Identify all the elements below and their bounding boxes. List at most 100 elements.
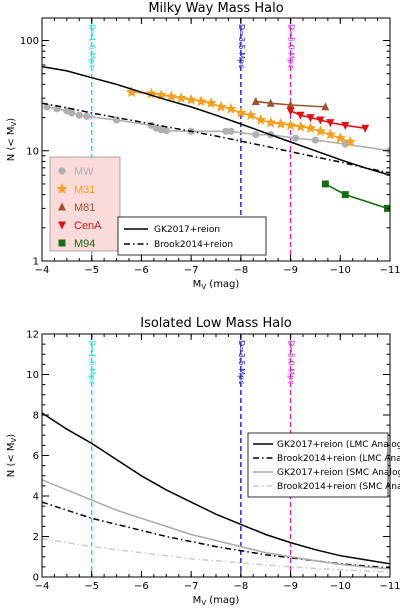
galaxy-point-m31 (274, 118, 287, 129)
x-tick-label: −8 (233, 265, 248, 276)
x-tick-label: −9 (283, 581, 298, 592)
galaxy-point-m31 (125, 86, 138, 97)
galaxy-legend-marker (56, 183, 68, 194)
y-axis-label: N (< MV) (6, 434, 18, 478)
distance-label: D=3.5 Mpc (237, 24, 246, 69)
galaxy-point-m31 (195, 95, 207, 107)
galaxy-legend-label: CenA (74, 220, 102, 232)
galaxy-point-m31 (324, 128, 336, 140)
chart-title: Isolated Low Mass Halo (140, 316, 292, 331)
x-axis-label-unit: (mag) (206, 595, 239, 606)
galaxy-point-m94 (321, 180, 329, 188)
model-legend-label: GK2017+reion (SMC Analogs) (277, 468, 400, 478)
series-line-0 (42, 412, 390, 565)
galaxy-point-m31 (265, 116, 277, 128)
x-tick-label: −9 (283, 265, 298, 276)
galaxy-point-mw (311, 136, 320, 144)
galaxy-point-mw (83, 112, 91, 120)
x-axis-label-sub: V (201, 283, 206, 291)
distance-label: D=5.0 Mpc (287, 340, 296, 385)
y-tick-label: 0 (33, 573, 39, 584)
y-tick-label: 10 (26, 146, 39, 157)
galaxy-point-mw (227, 127, 235, 135)
plot-area (42, 18, 390, 261)
galaxy-legend-label: M31 (74, 184, 95, 196)
y-tick-label: 4 (33, 492, 39, 503)
y-axis-label-close: ) (6, 118, 17, 122)
galaxy-point-m81 (286, 100, 295, 109)
y-axis-label-close: ) (6, 434, 17, 438)
model-legend-label: Brook2014+reion (LMC Analogs) (277, 454, 400, 464)
x-tick-label: −8 (233, 581, 248, 592)
galaxy-point-cena (296, 111, 305, 120)
galaxy-point-cena (306, 114, 315, 123)
distance-label: D=3.5 Mpc (237, 340, 246, 385)
model-legend-label: GK2017+reion (LMC Analogs) (277, 440, 400, 450)
x-tick-label: −4 (35, 265, 50, 276)
x-axis-label-sub: V (201, 599, 206, 607)
y-axis-label-main: N (< M (6, 126, 17, 161)
galaxy-point-cena (341, 121, 350, 130)
y-tick-label: 100 (20, 36, 39, 47)
galaxy-point-m31 (255, 114, 267, 125)
series-line-1 (42, 102, 390, 174)
galaxy-legend-marker (58, 167, 66, 175)
x-tick-label: −10 (330, 581, 351, 592)
galaxy-point-m94 (341, 191, 349, 199)
x-axis-label: MV (mag) (193, 279, 240, 291)
y-axis-label-sub: V (10, 121, 18, 126)
y-axis-label-main: N (< M (6, 442, 17, 477)
x-tick-label: −11 (379, 265, 400, 276)
panel-milky-way: Milky Way Mass Halo D=1.5 Mpc D=3.5 Mpc D=5… (6, 1, 400, 291)
distance-label: D=1.5 Mpc (88, 340, 97, 385)
x-tick-label: −5 (84, 581, 99, 592)
y-tick-label: 1 (33, 257, 39, 268)
x-tick-label: −10 (330, 265, 351, 276)
distance-label: D=1.5 Mpc (88, 24, 97, 69)
y-tick-label: 8 (33, 411, 39, 422)
galaxy-point-cena (286, 107, 295, 116)
x-tick-label: −4 (35, 581, 50, 592)
galaxy-legend-marker (58, 202, 66, 211)
galaxy-point-m31 (245, 109, 257, 121)
galaxy-point-m31 (165, 90, 177, 102)
galaxy-legend-label: M81 (74, 202, 95, 214)
model-legend-label: Brook2014+reion (SMC Analogs) (277, 482, 400, 492)
galaxy-point-m31 (185, 93, 197, 105)
distance-label: D=5.0 Mpc (287, 24, 296, 69)
galaxy-point-cena (316, 116, 325, 125)
galaxy-point-mw (222, 127, 230, 135)
x-tick-label: −11 (379, 581, 400, 592)
galaxy-point-mw (162, 127, 170, 135)
x-tick-label: −6 (134, 265, 149, 276)
galaxy-legend-label: MW (74, 166, 94, 178)
galaxy-point-m81 (321, 102, 330, 111)
galaxy-point-m31 (175, 92, 187, 103)
galaxy-point-m81 (266, 98, 275, 107)
galaxy-legend-marker (58, 239, 66, 247)
y-tick-label: 2 (33, 532, 39, 543)
x-axis-label-main: M (193, 595, 202, 606)
galaxy-point-cena (361, 124, 370, 133)
galaxy-legend-label: M94 (74, 238, 95, 250)
galaxy-point-cena (326, 119, 335, 128)
galaxy-point-mw (68, 109, 76, 117)
galaxy-point-m31 (284, 119, 297, 131)
galaxy-line-m94 (324, 183, 388, 210)
galaxy-point-m31 (215, 100, 227, 112)
galaxy-point-m31 (304, 122, 317, 134)
galaxy-point-m31 (145, 87, 158, 99)
galaxy-legend-marker (58, 221, 66, 230)
galaxy-point-mw (43, 103, 51, 111)
panel-isolated-low-mass: Isolated Low Mass Halo D=1.5 Mpc D=3.5 Mpc… (6, 316, 400, 607)
x-tick-label: −7 (184, 265, 199, 276)
chart-title: Milky Way Mass Halo (148, 1, 283, 16)
series-line-0 (42, 65, 390, 176)
galaxy-point-m31 (205, 97, 217, 108)
x-tick-label: −7 (184, 581, 199, 592)
galaxy-point-m81 (251, 96, 260, 105)
galaxy-point-m31 (294, 120, 307, 132)
y-tick-label: 12 (26, 330, 39, 341)
model-legend-box (117, 216, 267, 256)
